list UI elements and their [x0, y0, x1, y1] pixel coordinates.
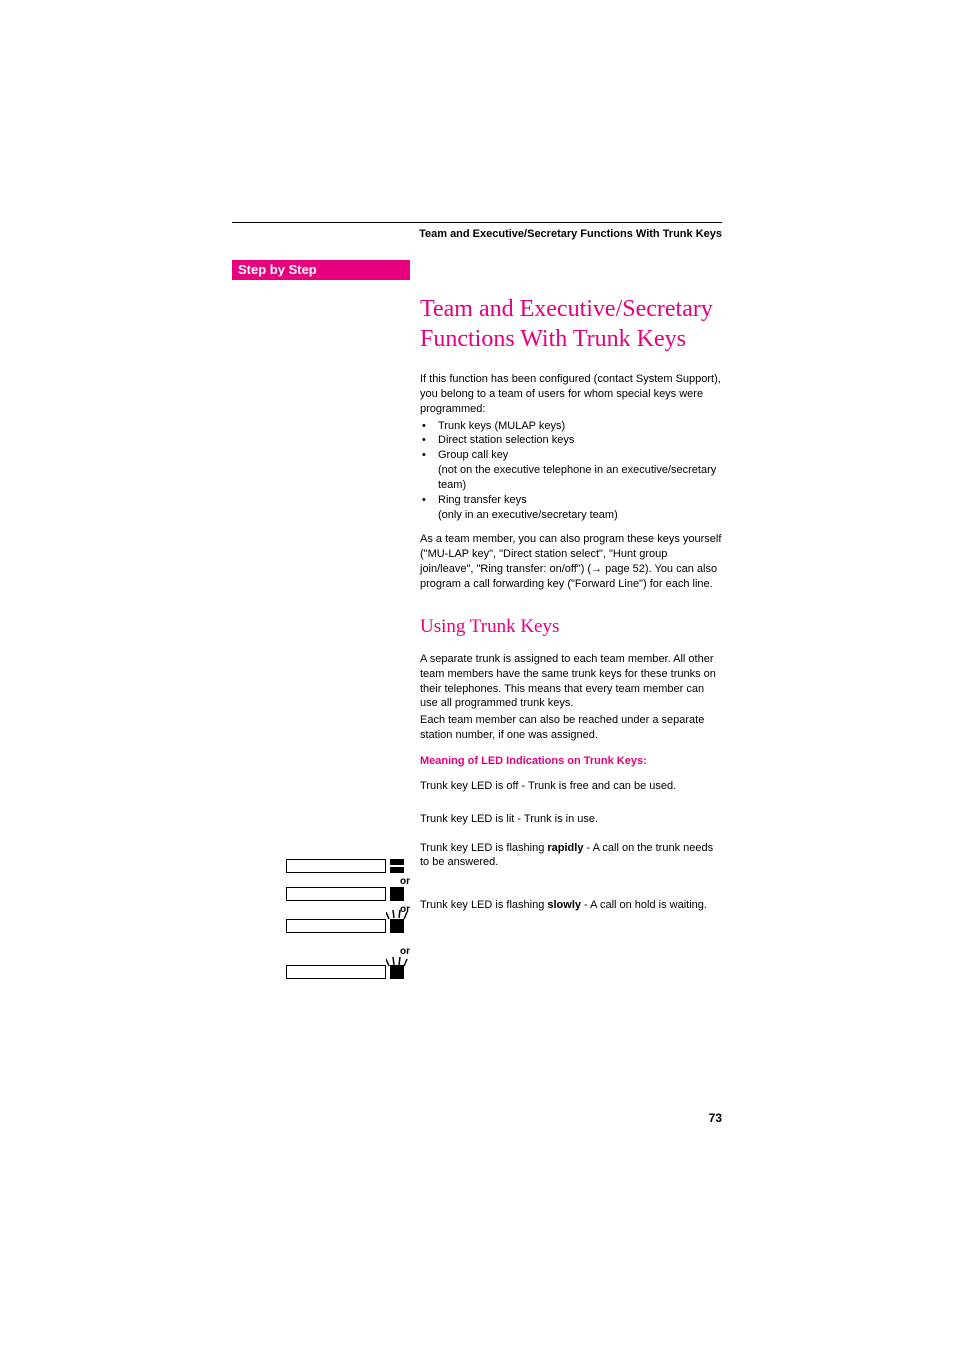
led-rapid-icon: or [286, 913, 410, 959]
led-rapid-prefix: Trunk key LED is flashing [420, 842, 547, 854]
running-header: Team and Executive/Secretary Functions W… [232, 228, 722, 240]
list-item: Trunk keys (MULAP keys) [420, 419, 722, 434]
led-off-description: Trunk key LED is off - Trunk is free and… [420, 779, 722, 794]
led-indicator-icon [390, 887, 404, 901]
list-item: Direct station selection keys [420, 433, 722, 448]
led-off-icon: or [286, 857, 410, 885]
led-meaning-heading: Meaning of LED Indications on Trunk Keys… [420, 755, 722, 767]
key-box-icon [286, 859, 386, 873]
led-key-icons: or or or [286, 857, 410, 987]
led-indicator-icon [390, 919, 404, 933]
led-rapid-description: Trunk key LED is flashing rapidly - A ca… [420, 841, 722, 871]
arrow-icon: → [591, 563, 602, 575]
led-slow-bold: slowly [547, 899, 581, 911]
main-content: Team and Executive/Secretary Functions W… [420, 294, 722, 923]
intro-paragraph: If this function has been configured (co… [420, 372, 722, 417]
title-line1: Team and Executive/Secretary [420, 296, 713, 322]
feature-bullet-list: Trunk keys (MULAP keys) Direct station s… [420, 419, 722, 523]
section-heading: Using Trunk Keys [420, 616, 722, 638]
led-lit-description: Trunk key LED is lit - Trunk is in use. [420, 812, 722, 827]
trunk-description-1: A separate trunk is assigned to each tea… [420, 652, 722, 711]
list-item: Group call key [420, 448, 722, 463]
led-slow-prefix: Trunk key LED is flashing [420, 899, 547, 911]
led-rapid-bold: rapidly [547, 842, 583, 854]
page-title: Team and Executive/Secretary Functions W… [420, 294, 722, 354]
list-item: Ring transfer keys [420, 493, 722, 508]
page-number: 73 [709, 1111, 722, 1125]
program-keys-paragraph: As a team member, you can also program t… [420, 532, 722, 591]
led-indicator-icon [390, 859, 404, 873]
led-slow-description: Trunk key LED is flashing slowly - A cal… [420, 898, 722, 913]
key-box-icon [286, 919, 386, 933]
list-item-sub: (only in an executive/secretary team) [420, 508, 722, 523]
led-slow-icon [286, 959, 410, 987]
led-indicator-icon [390, 965, 404, 979]
step-by-step-badge: Step by Step [232, 260, 410, 280]
key-box-icon [286, 887, 386, 901]
key-box-icon [286, 965, 386, 979]
led-slow-suffix: - A call on hold is waiting. [581, 899, 707, 911]
title-line2: Functions With Trunk Keys [420, 326, 686, 352]
list-item-sub: (not on the executive telephone in an ex… [420, 463, 722, 493]
trunk-description-2: Each team member can also be reached und… [420, 713, 722, 743]
header-divider [232, 222, 722, 223]
